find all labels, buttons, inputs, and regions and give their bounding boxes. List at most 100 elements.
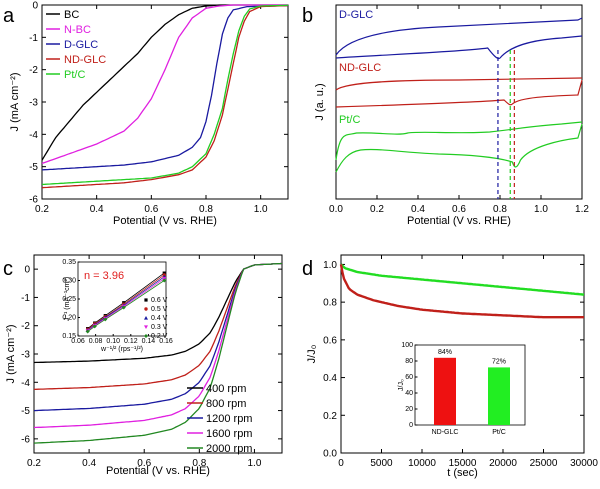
y-tick-label: -6 [29, 195, 38, 206]
x-tick-label: 0.4 [90, 204, 104, 215]
y-tick-label: -2 [29, 65, 38, 76]
bar-category-label: Pt/C [492, 429, 506, 436]
inset-y-tick-label: 0 [409, 422, 413, 429]
series-line-pt-c [335, 121, 583, 161]
bar-value-label: 72% [492, 358, 506, 365]
y-tick-label: 0.8 [323, 298, 337, 309]
inset-y-tick-label: 0.15 [62, 333, 76, 340]
x-tick-label: 0.8 [493, 204, 507, 215]
y-tick-label: -2 [21, 321, 30, 332]
y-tick-label: -4 [29, 130, 38, 141]
y-axis-label: J (a. u.) [314, 83, 326, 120]
panel-label: d [302, 258, 313, 280]
inset-annotation: n = 3.96 [84, 270, 124, 282]
x-tick-label: 5000 [370, 458, 393, 469]
legend-label: 400 rpm [206, 383, 246, 395]
y-tick-label: 0.0 [323, 449, 337, 460]
series-line-pt-c [41, 4, 289, 186]
panel-label: c [3, 258, 13, 280]
y-tick-label: -3 [29, 98, 38, 109]
x-tick-label: 25000 [530, 458, 558, 469]
inset-legend-label: 0.5 V [151, 306, 168, 313]
x-tick-label: 0.4 [82, 458, 96, 469]
x-axis-label: t (sec) [447, 467, 478, 479]
legend-label: 800 rpm [206, 398, 246, 410]
series-label: Pt/C [339, 114, 360, 126]
x-tick-label: 1.0 [534, 204, 548, 215]
inset-legend-marker [144, 298, 148, 302]
series-label: ND-GLC [339, 62, 381, 74]
x-tick-label: 0.6 [144, 204, 158, 215]
legend-label: BC [64, 9, 79, 21]
y-tick-label: -4 [21, 378, 30, 389]
inset-x-tick-label: 0.12 [124, 338, 138, 345]
series-line-d-glc-return [335, 35, 583, 60]
series-line-nd-glc [339, 264, 584, 319]
x-tick-label: 0.6 [452, 204, 466, 215]
inset-x-tick-label: 0.10 [106, 338, 120, 345]
series-line-pt-c-return [335, 123, 583, 173]
x-tick-label: 15000 [449, 458, 477, 469]
inset-y-tick-label: 0.25 [62, 296, 76, 303]
series-line-2000-rpm [33, 262, 283, 444]
inset-y-axis-label: J/J₀ [398, 379, 405, 391]
x-tick-label: 10000 [408, 458, 436, 469]
inset-y-tick-label: 60 [405, 374, 413, 381]
inset-x-tick-label: 0.14 [142, 338, 156, 345]
inset-y-tick-label: 20 [405, 406, 413, 413]
x-tick-label: 0.6 [137, 458, 151, 469]
x-tick-label: 0.2 [27, 458, 41, 469]
inset-legend-marker [144, 334, 148, 338]
x-axis-label: Potential (V vs. RHE) [106, 465, 210, 477]
series-line-nd-glc [335, 77, 583, 91]
inset-legend-marker [144, 316, 148, 320]
inset-point [121, 305, 126, 310]
y-tick-label: -3 [21, 350, 30, 361]
x-axis-label: Potential (V vs. RHE) [407, 215, 511, 227]
inset-point [162, 271, 166, 275]
inset-y-tick-label: 0.35 [62, 259, 76, 266]
y-tick-label: 0.2 [323, 411, 337, 422]
y-tick-label: -5 [29, 162, 38, 173]
y-tick-label: -1 [21, 293, 30, 304]
x-tick-label: 1.0 [254, 204, 268, 215]
series-line-nd-glc [41, 4, 289, 189]
legend-label: 1200 rpm [206, 413, 252, 425]
panel-label: a [3, 5, 15, 27]
x-tick-label: 0.8 [199, 204, 213, 215]
inset-point [92, 324, 97, 329]
x-tick-label: 1.0 [247, 458, 261, 469]
y-tick-label: 1.0 [323, 260, 337, 271]
y-tick-label: 0 [24, 265, 30, 276]
y-axis-label: J (mA cm⁻²) [9, 73, 21, 132]
inset-point [85, 329, 90, 334]
y-tick-label: 0.4 [323, 373, 337, 384]
x-axis-label: Potential (V vs. RHE) [113, 215, 217, 227]
inset-legend-marker [144, 325, 148, 329]
bar-category-label: ND-GLC [432, 429, 459, 436]
inset-y-tick-label: 80 [405, 358, 413, 365]
inset-y-tick-label: 0.30 [62, 278, 76, 285]
bar-value-label: 84% [438, 349, 452, 356]
x-tick-label: 0.8 [192, 458, 206, 469]
inset-legend-label: 0.2 V [151, 333, 168, 340]
y-tick-label: -5 [21, 406, 30, 417]
legend-label: 2000 rpm [206, 443, 252, 455]
inset-y-tick-label: 100 [401, 342, 413, 349]
inset-y-tick-label: 40 [405, 390, 413, 397]
inset-x-axis-label: w⁻¹/² (rps⁻¹/²) [100, 346, 143, 353]
series-line-n-bc [41, 4, 288, 165]
legend-label: N-BC [64, 24, 91, 36]
inset-frame [77, 261, 167, 337]
y-tick-label: 0 [32, 1, 38, 12]
y-axis-label: J/J₀ [306, 345, 318, 364]
x-tick-label: 20000 [489, 458, 517, 469]
x-tick-label: 1.2 [575, 204, 589, 215]
inset-legend-label: 0.6 V [151, 297, 168, 304]
series-line-nd-glc-return [335, 79, 583, 108]
inset-x-tick-label: 0.16 [159, 338, 173, 345]
x-tick-label: 0 [338, 458, 344, 469]
inset-x-tick-label: 0.08 [89, 338, 103, 345]
